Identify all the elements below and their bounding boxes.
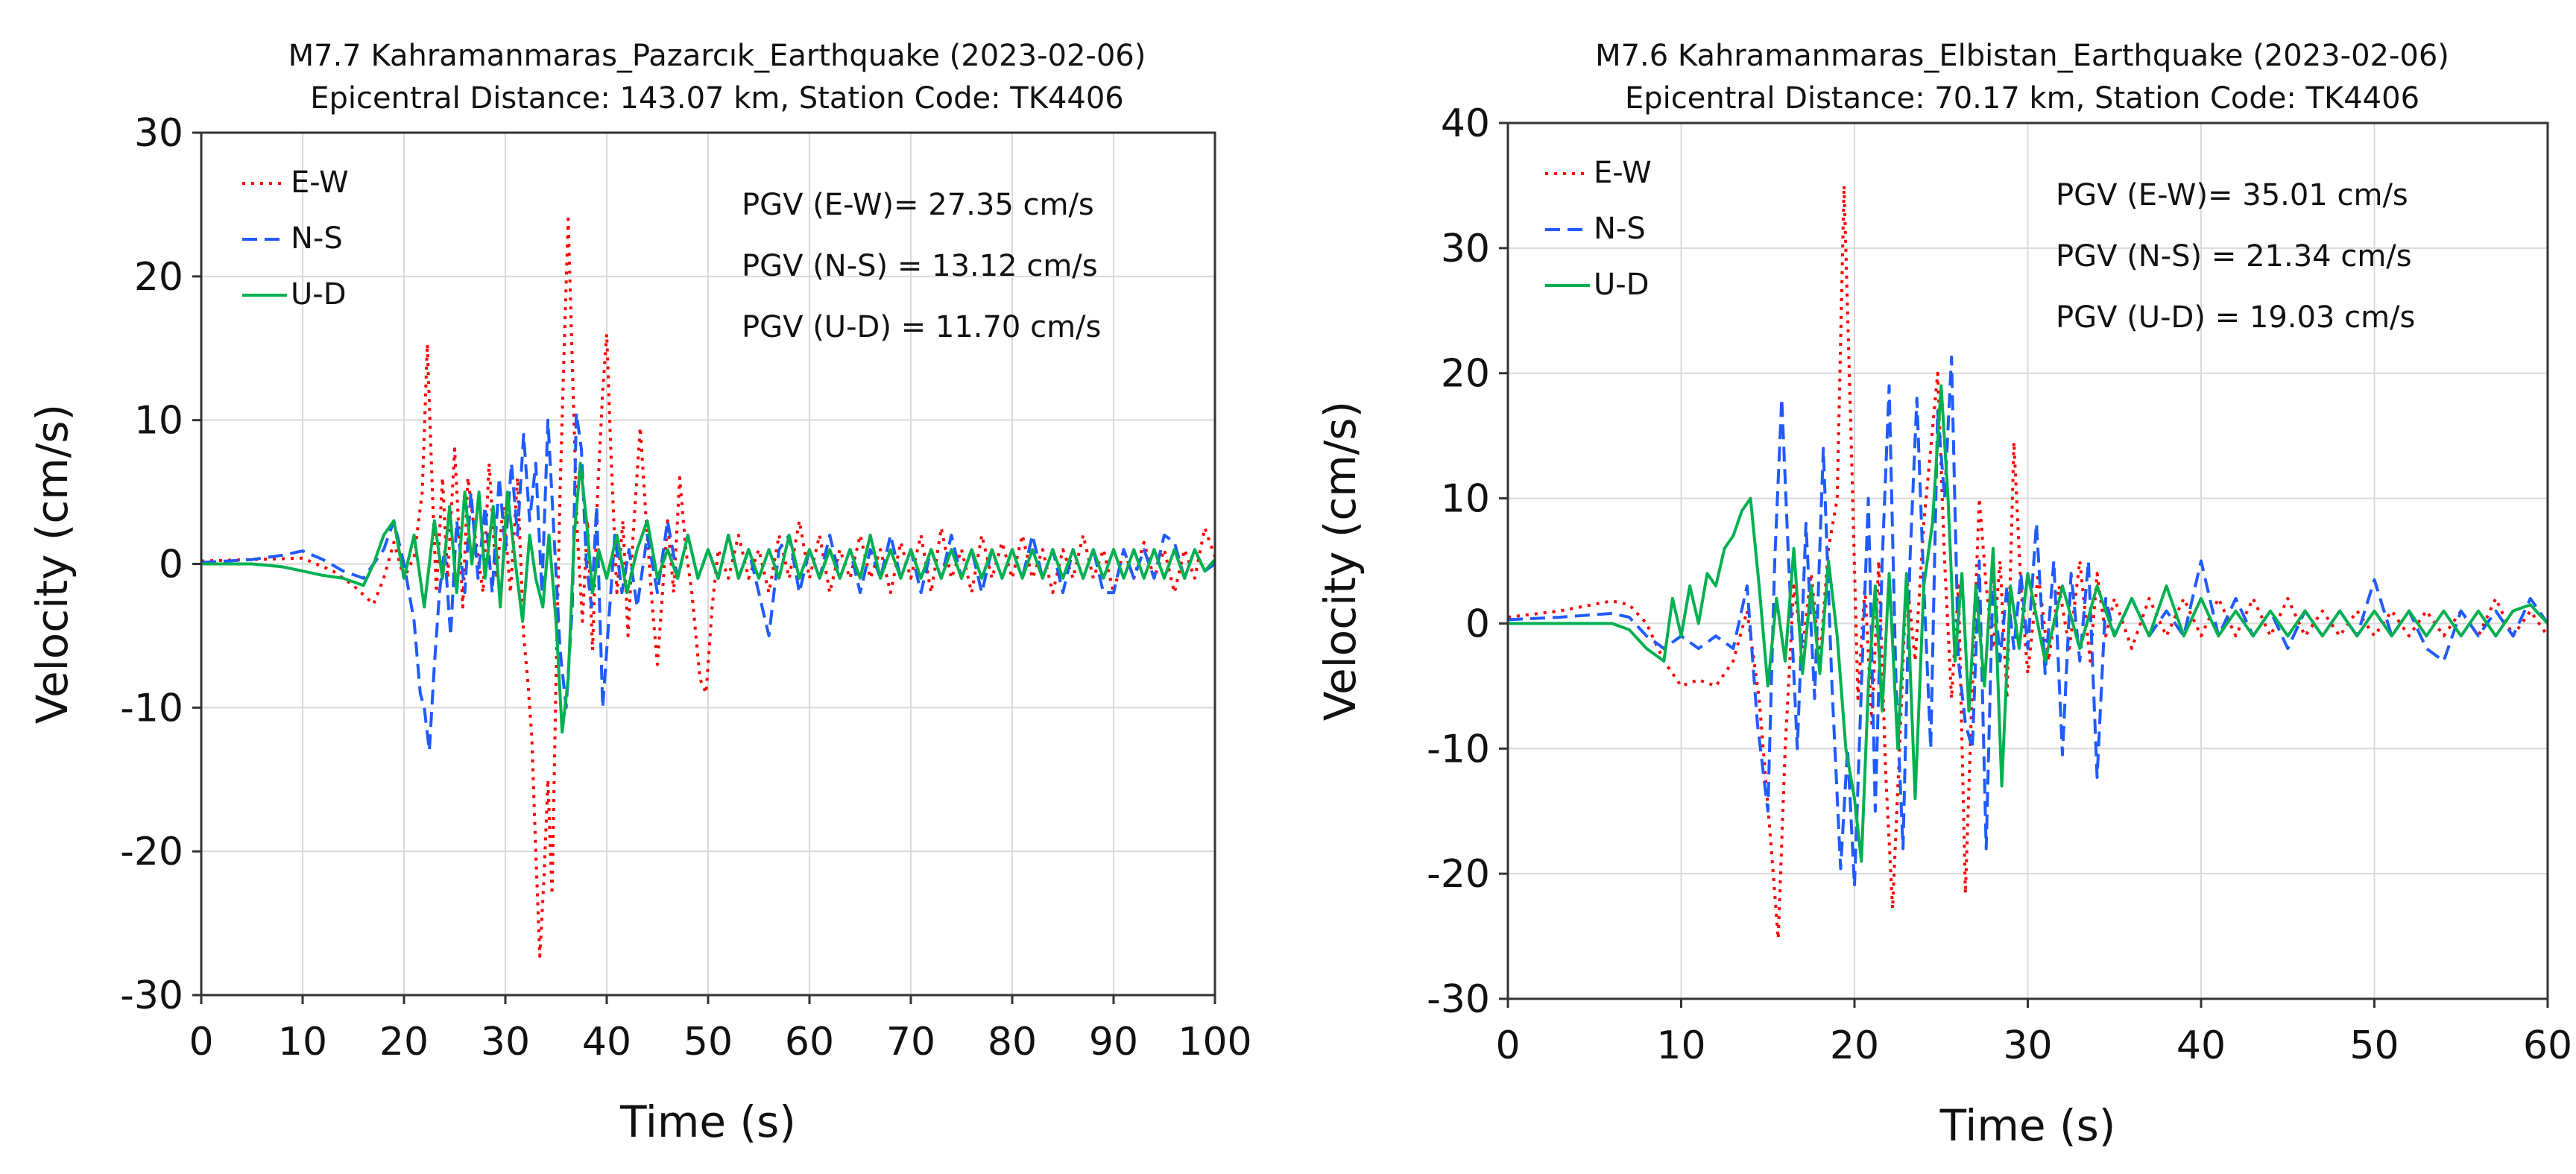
legend-label: E-W	[291, 165, 349, 200]
legend-label: U-D	[1594, 268, 1650, 302]
legend-label: N-S	[291, 221, 343, 256]
legend-label: N-S	[1594, 212, 1646, 246]
x-tick-label: 20	[1830, 1023, 1879, 1068]
series-line-u-d	[1508, 384, 2549, 863]
pgv-annotation: PGV (E-W)= 27.35 cm/s	[742, 188, 1094, 222]
x-tick-label: 50	[684, 1020, 733, 1064]
y-axis-label: Velocity (cm/s)	[1315, 401, 1366, 721]
x-tick-label: 60	[2523, 1023, 2572, 1068]
x-tick-label: 10	[278, 1020, 327, 1064]
x-tick-label: 10	[1656, 1023, 1705, 1068]
y-tick-label: 0	[1465, 602, 1490, 646]
y-tick-label: 20	[134, 255, 183, 300]
y-tick-label: 10	[1441, 477, 1490, 522]
y-axis-label: Velocity (cm/s)	[27, 404, 78, 724]
chart-svg: 0 10 20 30 40 50 60 -30 -20 -10 0 10 20 30 40 M7.6 Kahr…	[1315, 39, 2572, 1151]
chart-subtitle: Epicentral Distance: 143.07 km, Station …	[310, 81, 1124, 116]
x-tick-label: 90	[1089, 1020, 1138, 1064]
chart-subtitle: Epicentral Distance: 70.17 km, Station C…	[1625, 81, 2419, 116]
x-tick-label: 20	[379, 1020, 429, 1064]
x-tick-label: 0	[189, 1020, 213, 1064]
y-tick-label: -30	[120, 973, 183, 1018]
y-tick-label: -20	[1427, 852, 1490, 897]
legend-label: E-W	[1594, 156, 1652, 190]
chart-svg: 0 10 20 30 40 50 60 70 80 90 100 -30 -20 -10 0 10 20 30 M7…	[27, 39, 1252, 1147]
y-tick-label: 40	[1441, 101, 1490, 146]
y-tick-label: -20	[120, 830, 183, 874]
pgv-annotation: PGV (U-D) = 11.70 cm/s	[742, 310, 1101, 344]
pgv-annotation: PGV (E-W)= 35.01 cm/s	[2056, 178, 2408, 212]
x-tick-label: 80	[988, 1020, 1037, 1064]
x-axis-label: Time (s)	[1939, 1100, 2116, 1151]
x-axis-label: Time (s)	[619, 1096, 796, 1147]
y-tick-label: -10	[120, 686, 183, 730]
y-tick-label: 20	[1441, 352, 1490, 397]
x-tick-label: 40	[582, 1020, 631, 1064]
series-line-u-d	[201, 461, 1216, 734]
x-tick-label: 100	[1178, 1020, 1251, 1064]
y-tick-label: 0	[159, 543, 183, 587]
y-tick-label: -10	[1427, 727, 1490, 771]
chart-right: 0 10 20 30 40 50 60 -30 -20 -10 0 10 20 30 40 M7.6 Kahr…	[1288, 0, 2576, 1171]
x-tick-label: 0	[1495, 1023, 1520, 1068]
pgv-annotation: PGV (N-S) = 21.34 cm/s	[2056, 239, 2412, 274]
legend-label: U-D	[291, 277, 347, 312]
pgv-annotation: PGV (U-D) = 19.03 cm/s	[2056, 300, 2415, 335]
x-tick-label: 30	[481, 1020, 530, 1064]
x-tick-label: 60	[785, 1020, 834, 1064]
x-tick-label: 30	[2003, 1023, 2052, 1068]
y-tick-label: 30	[134, 111, 183, 156]
y-tick-label: 10	[134, 399, 183, 444]
x-tick-label: 40	[2176, 1023, 2226, 1068]
pgv-annotation: PGV (N-S) = 13.12 cm/s	[742, 249, 1098, 283]
y-tick-label: 30	[1441, 227, 1490, 271]
y-tick-label: -30	[1427, 977, 1490, 1022]
chart-left: 0 10 20 30 40 50 60 70 80 90 100 -30 -20 -10 0 10 20 30 M7…	[0, 0, 1288, 1171]
chart-title: M7.6 Kahramanmaras_Elbistan_Earthquake (…	[1595, 39, 2449, 73]
x-tick-label: 70	[886, 1020, 935, 1064]
x-tick-label: 50	[2349, 1023, 2399, 1068]
chart-title: M7.7 Kahramanmaras_Pazarcık_Earthquake (…	[288, 39, 1146, 73]
